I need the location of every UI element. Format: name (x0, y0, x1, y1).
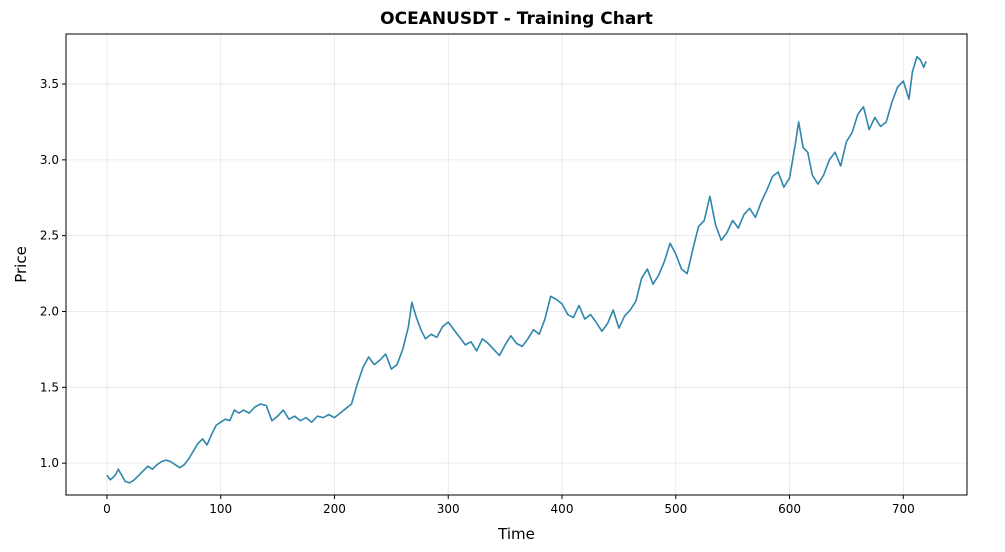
y-tick-label: 2.0 (40, 305, 59, 319)
y-tick-label: 3.5 (40, 77, 59, 91)
x-tick-label: 700 (892, 502, 915, 516)
y-tick-label: 1.0 (40, 456, 59, 470)
y-axis-label: Price (12, 246, 30, 283)
plot-frame (65, 33, 968, 496)
price-series-line (106, 55, 927, 484)
x-tick-label: 600 (778, 502, 801, 516)
x-axis-ticks: 0 100 200 300 400 500 600 700 (103, 495, 915, 516)
x-tick-label: 200 (323, 502, 346, 516)
grid (66, 34, 967, 495)
y-axis-ticks: 1.0 1.5 2.0 2.5 3.0 3.5 (40, 77, 66, 470)
x-tick-label: 300 (437, 502, 460, 516)
y-tick-label: 3.0 (40, 153, 59, 167)
x-tick-label: 100 (209, 502, 232, 516)
y-tick-label: 2.5 (40, 229, 59, 243)
x-tick-label: 0 (103, 502, 111, 516)
x-axis-label: Time (497, 525, 535, 543)
y-tick-label: 1.5 (40, 380, 59, 394)
x-tick-label: 400 (551, 502, 574, 516)
chart-title: OCEANUSDT - Training Chart (380, 9, 653, 29)
x-tick-label: 500 (664, 502, 687, 516)
